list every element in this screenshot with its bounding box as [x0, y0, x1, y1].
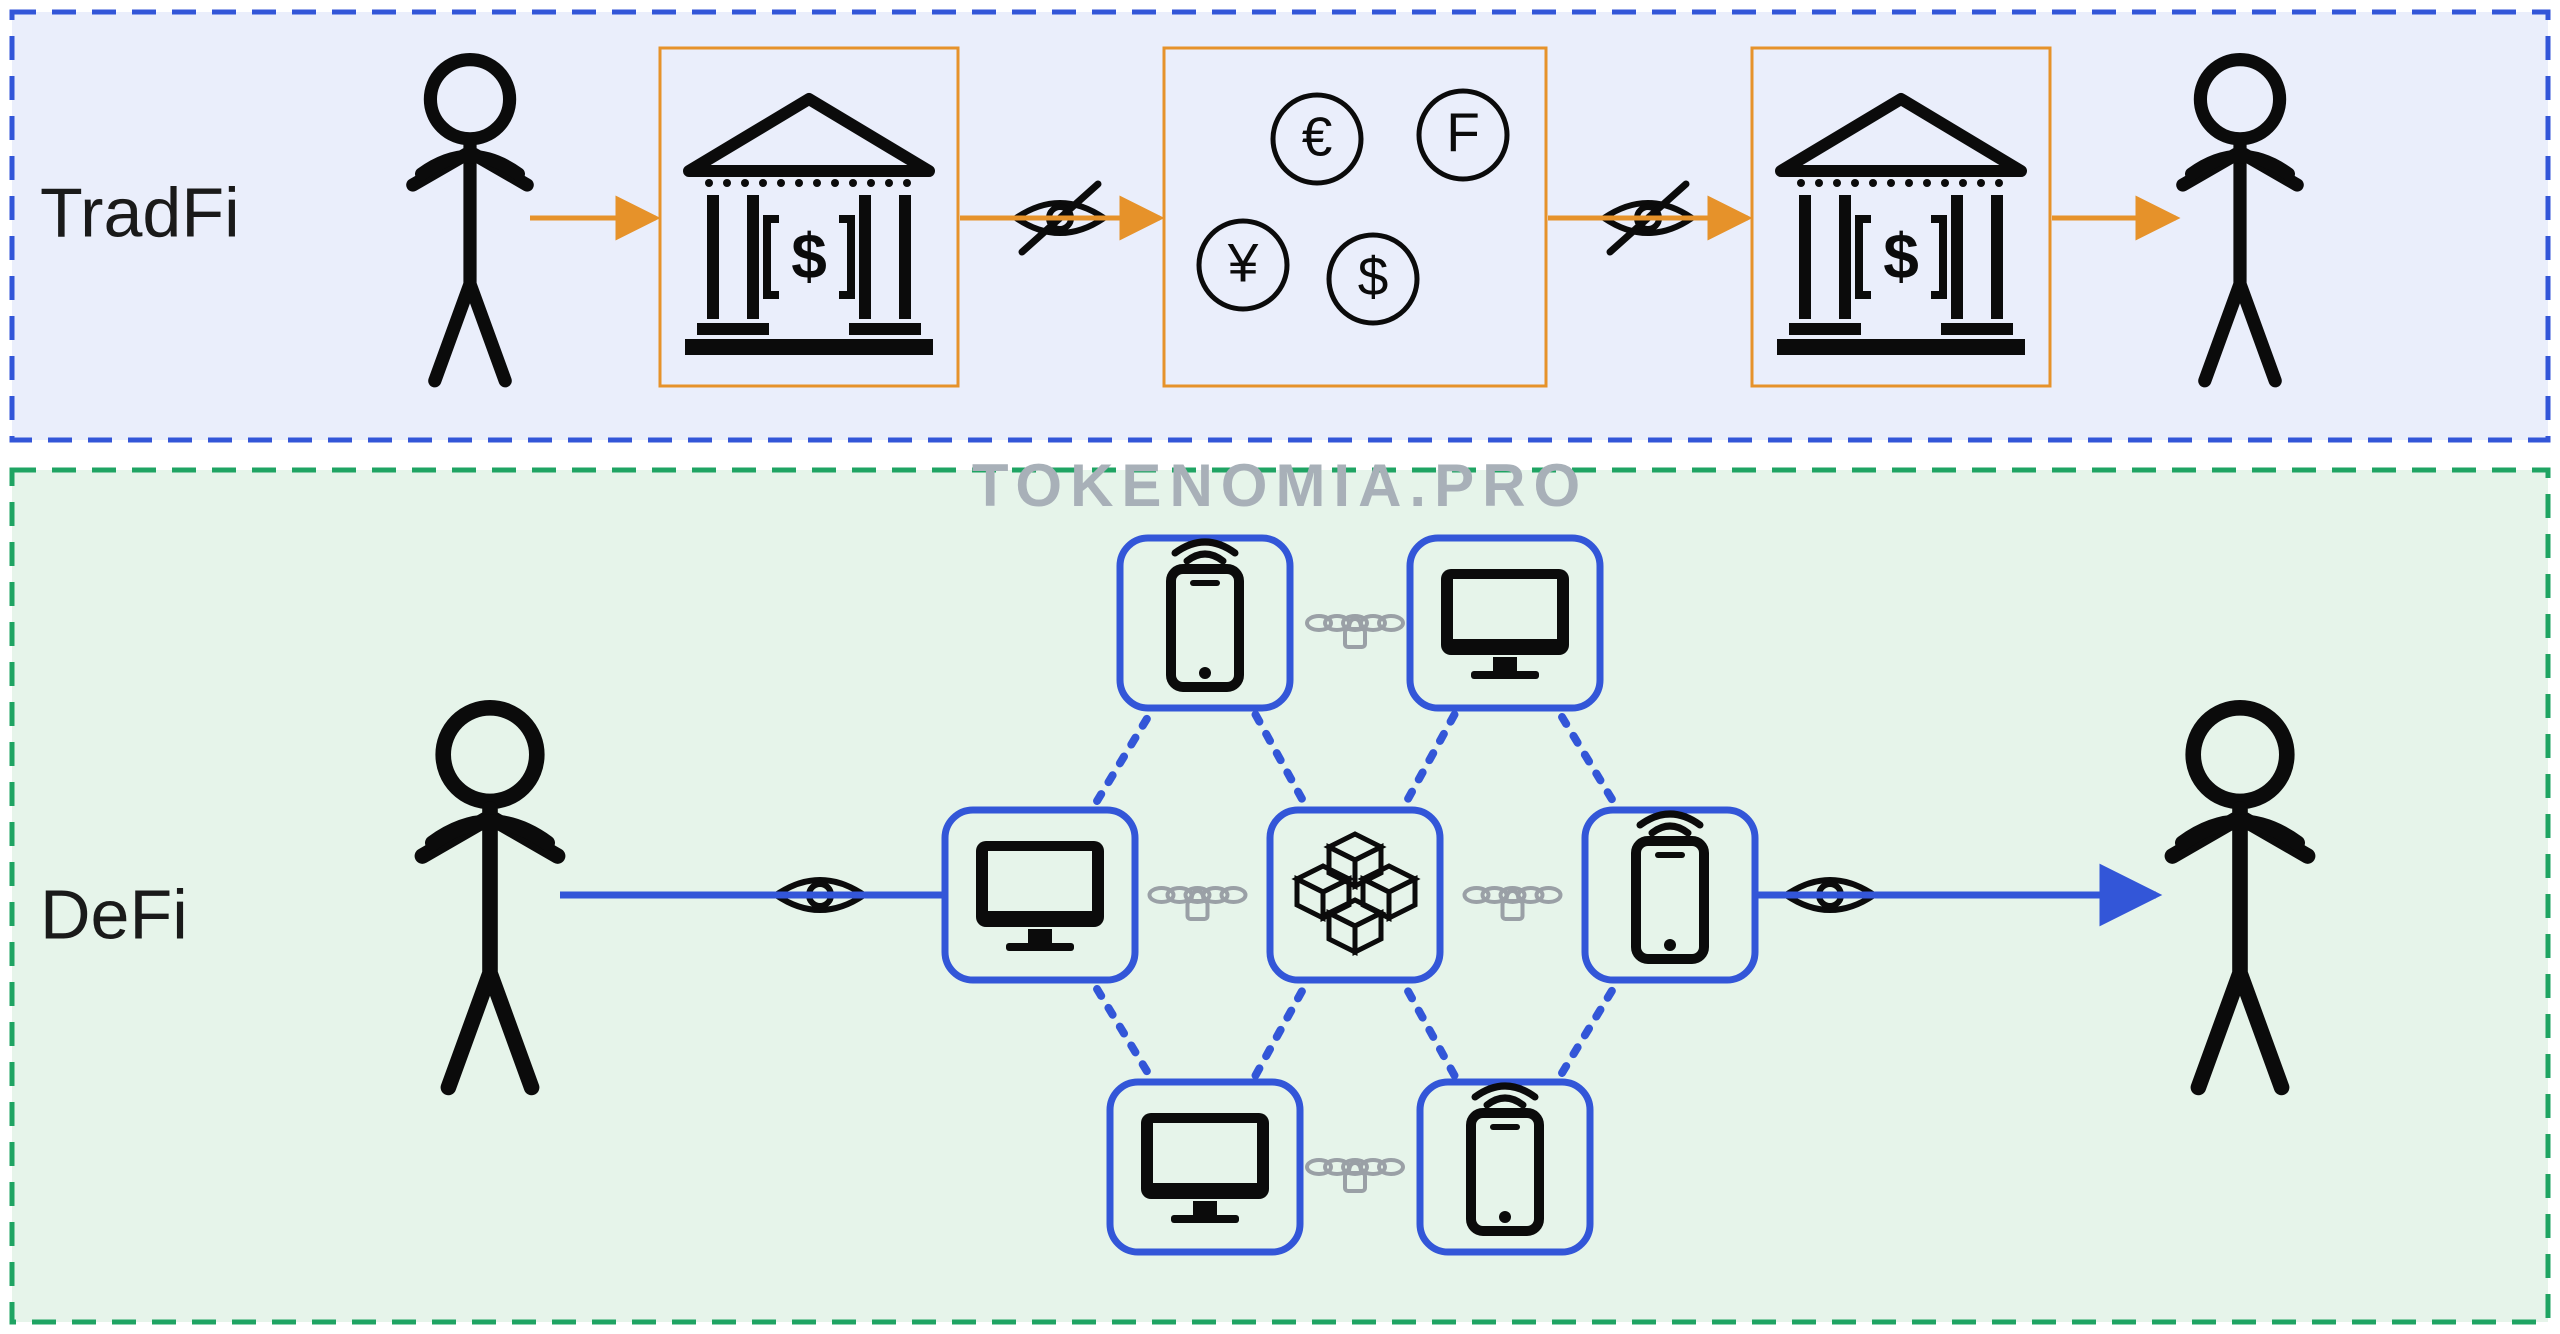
- svg-text:€: €: [1302, 106, 1333, 168]
- svg-text:$: $: [1358, 246, 1389, 308]
- svg-text:$: $: [791, 220, 827, 292]
- svg-text:F: F: [1446, 102, 1480, 164]
- tradfi-label: TradFi: [40, 173, 240, 251]
- defi-label: DeFi: [40, 875, 188, 953]
- svg-text:$: $: [1883, 220, 1919, 292]
- watermark: TOKENOMIA.PRO: [972, 452, 1588, 519]
- svg-text:¥: ¥: [1227, 232, 1259, 294]
